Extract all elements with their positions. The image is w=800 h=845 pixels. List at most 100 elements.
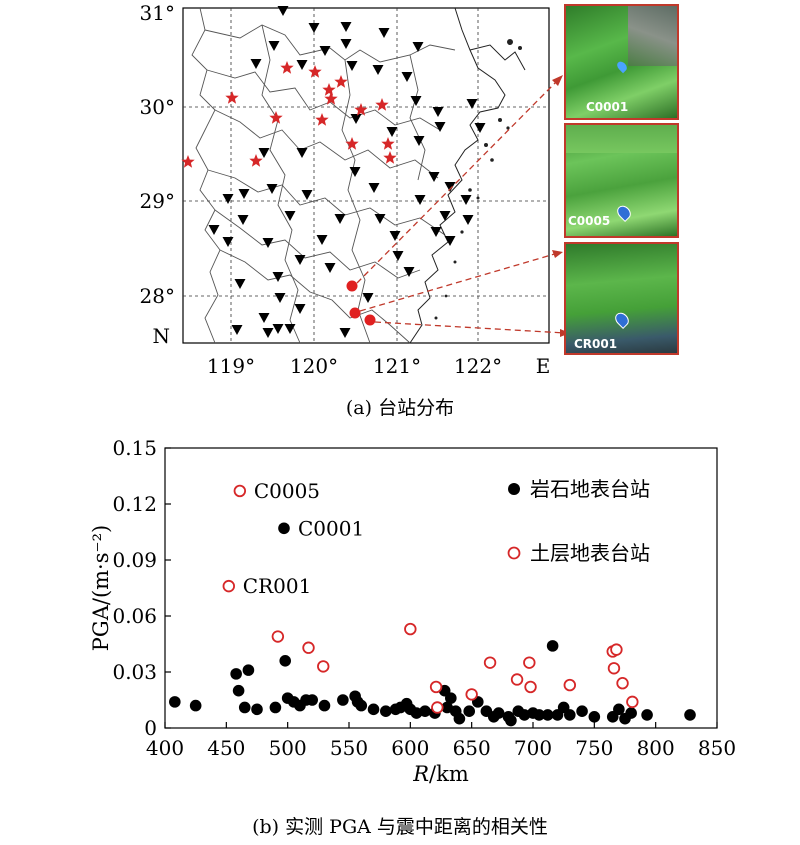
map-star-stations xyxy=(181,61,397,168)
leader-lines xyxy=(356,79,566,334)
soil-station-point xyxy=(404,622,417,636)
soil-station-points xyxy=(222,484,639,714)
lon-label-120: 120° xyxy=(290,354,338,378)
triangle-station-marker xyxy=(319,46,331,56)
x-axis-title: R/km xyxy=(412,762,469,786)
triangle-station-marker xyxy=(386,127,398,137)
triangle-station-marker xyxy=(301,190,313,200)
triangle-station-marker xyxy=(474,123,486,133)
lon-label-122: 122° xyxy=(454,354,502,378)
soil-station-point xyxy=(510,673,524,686)
triangle-station-marker xyxy=(462,215,474,225)
legend-rock-label: 岩石地表台站 xyxy=(530,477,650,501)
lat-label-29: 29° xyxy=(140,189,175,213)
lat-label-28: 28° xyxy=(140,284,175,308)
star-station-marker xyxy=(269,111,283,124)
x-tick-label: 750 xyxy=(575,736,613,760)
triangle-station-marker xyxy=(294,255,306,265)
soil-station-point xyxy=(563,678,577,692)
site-photo-label: CR001 xyxy=(574,337,618,351)
x-tick-label: 450 xyxy=(207,736,245,760)
station-annotation: C0001 xyxy=(298,516,364,540)
plot-frame xyxy=(164,447,718,729)
rock-station-point xyxy=(337,694,349,706)
triangle-station-marker xyxy=(350,114,362,124)
y-axis-title: PGA/(m·s⁻²) xyxy=(89,525,113,651)
star-station-marker xyxy=(181,155,195,168)
star-station-marker xyxy=(383,151,397,164)
pga-distance-scatter: 0 0.03 0.06 0.09 0.12 0.15 400 450 500 550 600 650… xyxy=(89,436,736,786)
soil-station-point xyxy=(302,641,315,654)
triangle-station-marker xyxy=(284,324,296,334)
star-station-marker xyxy=(308,65,322,78)
triangle-station-marker xyxy=(460,195,472,205)
rock-station-point xyxy=(367,703,380,716)
station-annotation: CR001 xyxy=(243,574,312,598)
triangle-station-marker xyxy=(389,231,401,241)
x-tick-label: 500 xyxy=(269,736,307,760)
rock-station-point xyxy=(588,711,601,723)
x-tick-label: 600 xyxy=(391,736,429,760)
soil-station-point xyxy=(523,656,536,669)
legend-rock-marker xyxy=(508,483,520,495)
rock-station-point xyxy=(278,522,290,535)
y-tick-label: 0.15 xyxy=(112,436,157,460)
star-station-marker xyxy=(345,137,359,150)
star-station-marker xyxy=(315,113,329,126)
triangle-station-marker xyxy=(316,235,328,245)
rock-station-point xyxy=(419,705,431,717)
soil-station-point xyxy=(465,688,478,701)
soil-station-point xyxy=(483,656,497,669)
triangle-station-marker xyxy=(237,215,249,225)
triangle-station-marker xyxy=(434,122,446,132)
lat-label-30: 30° xyxy=(140,95,175,119)
x-axis-title-unit: /km xyxy=(429,762,469,786)
rock-station-point xyxy=(238,701,251,714)
map-coastline xyxy=(409,7,526,344)
soil-station-point xyxy=(626,695,639,709)
triangle-station-marker xyxy=(362,293,374,303)
rock-station-point xyxy=(445,692,457,704)
rock-station-point xyxy=(684,709,696,721)
triangle-station-marker xyxy=(349,167,361,177)
x-axis-title-variable: R xyxy=(412,762,429,786)
rock-station-point xyxy=(613,703,625,716)
site-photo-label: C0001 xyxy=(586,100,629,114)
triangle-station-marker xyxy=(412,42,424,52)
lon-label-121: 121° xyxy=(373,354,421,378)
star-station-marker xyxy=(324,92,338,105)
y-axis: 0 0.03 0.06 0.09 0.12 0.15 xyxy=(112,436,171,740)
y-tick-label: 0.12 xyxy=(112,492,157,516)
triangle-station-marker xyxy=(410,96,422,106)
triangle-station-marker xyxy=(250,59,262,69)
rock-station-point xyxy=(564,709,576,721)
triangle-station-marker xyxy=(340,22,352,32)
triangle-station-marker xyxy=(403,267,415,277)
triangle-station-marker xyxy=(374,214,386,224)
triangle-station-marker xyxy=(444,236,456,246)
legend-soil-marker xyxy=(507,546,521,560)
site-photo-c0001: C0001 xyxy=(564,4,679,120)
soil-station-point xyxy=(431,701,444,714)
triangle-station-marker xyxy=(430,227,442,237)
triangle-station-marker xyxy=(268,41,280,51)
triangle-station-marker xyxy=(294,304,306,314)
map-borders xyxy=(191,7,456,344)
star-station-marker xyxy=(249,154,263,167)
rock-station-point xyxy=(641,709,653,721)
triangle-station-marker xyxy=(346,61,358,71)
soil-station-point xyxy=(524,680,537,694)
triangle-station-marker xyxy=(340,39,352,49)
rock-station-point xyxy=(505,714,517,727)
map-islands xyxy=(434,39,522,320)
rock-station-point xyxy=(232,684,245,697)
rock-station-point xyxy=(306,694,319,706)
rock-station-point xyxy=(625,707,637,719)
triangle-station-marker xyxy=(272,272,284,282)
triangle-station-marker xyxy=(339,328,351,338)
legend: 岩石地表台站 土层地表台站 xyxy=(507,477,650,565)
triangle-station-marker xyxy=(466,99,478,109)
triangle-station-marker xyxy=(258,148,270,158)
triangle-station-marker xyxy=(258,313,270,323)
rock-station-point xyxy=(541,709,554,721)
